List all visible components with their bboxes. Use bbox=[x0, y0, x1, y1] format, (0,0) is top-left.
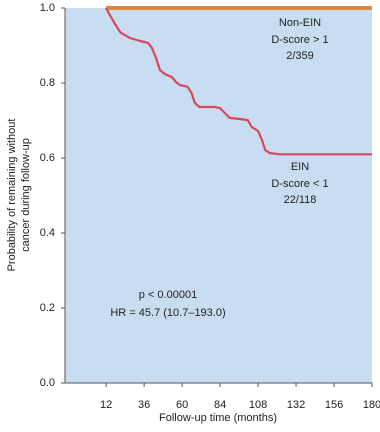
y-axis-label: Probability of remaining without bbox=[6, 119, 18, 272]
annotation: Non-EIN bbox=[279, 17, 321, 29]
x-tick-label: 180 bbox=[363, 399, 380, 411]
x-tick-label: 36 bbox=[138, 399, 150, 411]
x-tick-label: 84 bbox=[214, 399, 226, 411]
annotation: HR = 45.7 (10.7–193.0) bbox=[110, 307, 225, 319]
x-tick-label: 108 bbox=[249, 399, 267, 411]
survival-curve bbox=[105, 7, 372, 156]
annotation: EIN bbox=[291, 161, 309, 173]
annotation: D-score < 1 bbox=[271, 178, 328, 190]
y-tick-label: 0.6 bbox=[40, 152, 55, 164]
annotation: 2/359 bbox=[286, 50, 314, 62]
y-tick-label: 0.2 bbox=[40, 302, 55, 314]
y-tick-label: 1.0 bbox=[40, 2, 55, 14]
x-tick-label: 132 bbox=[287, 399, 305, 411]
x-tick-label: 60 bbox=[176, 399, 188, 411]
x-tick-label: 12 bbox=[100, 399, 112, 411]
annotation: p < 0.00001 bbox=[139, 289, 197, 301]
y-tick-label: 0.0 bbox=[40, 377, 55, 389]
y-tick-label: 0.4 bbox=[40, 227, 55, 239]
annotation: 22/118 bbox=[284, 194, 317, 206]
y-tick-label: 0.8 bbox=[40, 77, 55, 89]
x-tick-label: 156 bbox=[325, 399, 343, 411]
y-axis-label: cancer during follow-up bbox=[20, 138, 32, 252]
annotation: D-score > 1 bbox=[271, 34, 328, 46]
x-axis-label: Follow-up time (months) bbox=[159, 412, 277, 424]
plot-background bbox=[65, 8, 372, 383]
